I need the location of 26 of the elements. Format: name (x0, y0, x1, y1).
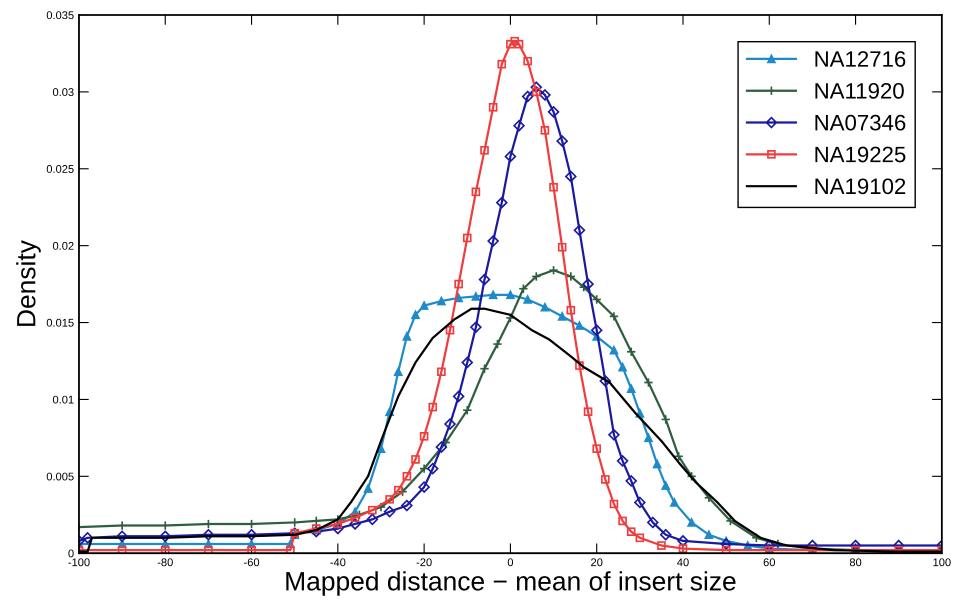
y-tick-label: 0.015 (46, 318, 74, 327)
y-tick-label: 0.025 (46, 165, 74, 173)
x-tick-label: -40 (330, 558, 346, 566)
x-tick-label: -100 (68, 558, 90, 566)
y-tick-label: 0.02 (52, 242, 74, 250)
x-tick-label: -60 (244, 558, 260, 566)
x-tick-label: 20 (591, 558, 602, 566)
x-tick-label: 0 (508, 558, 514, 566)
x-tick-label: 100 (933, 558, 951, 566)
legend-label: NA07346 (815, 114, 906, 131)
x-tick-label: 60 (764, 558, 776, 566)
y-axis-title: Density (16, 240, 41, 326)
legend-label: NA12716 (815, 51, 906, 67)
x-tick-label: -80 (158, 558, 173, 566)
x-tick-label: 40 (677, 558, 689, 566)
legend-label: NA11920 (815, 82, 904, 99)
x-tick-label: -20 (416, 558, 432, 566)
x-tick-label: 80 (850, 558, 862, 566)
y-tick-label: 0.005 (46, 472, 74, 480)
y-tick-label: 0.03 (52, 88, 74, 96)
legend-label: NA19225 (815, 146, 906, 162)
y-tick-label: 0 (68, 549, 74, 558)
y-tick-label: 0.035 (46, 11, 74, 20)
x-axis-title: Mapped distance − mean of insert size (286, 571, 736, 596)
legend-label: NA19102 (815, 178, 906, 194)
y-tick-label: 0.01 (52, 396, 74, 404)
